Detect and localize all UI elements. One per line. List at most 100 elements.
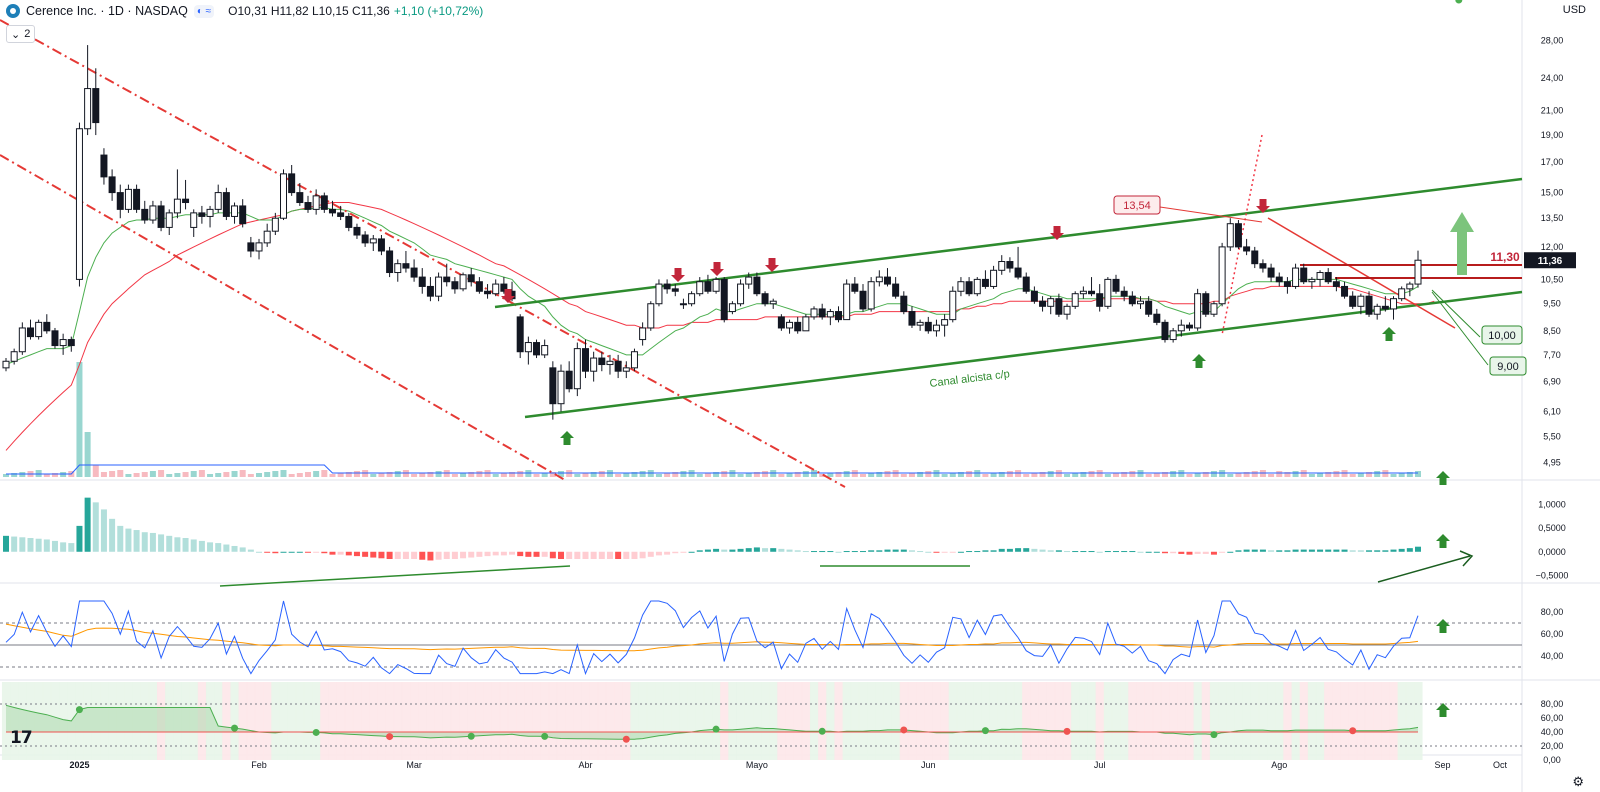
osc-background-cell	[516, 682, 525, 760]
volume-bar	[1406, 472, 1413, 477]
osc-background-cell	[328, 682, 338, 760]
candle-body	[247, 242, 255, 252]
candle-body	[671, 288, 679, 292]
volume-bar	[247, 474, 254, 477]
volume-bar	[43, 474, 50, 477]
volume-bar	[1357, 473, 1364, 477]
macd-histogram-bar	[819, 551, 826, 553]
macd-histogram-bar	[1161, 551, 1168, 554]
macd-histogram-bar	[647, 551, 654, 557]
volume-bar	[541, 473, 548, 477]
osc-background-cell	[1087, 682, 1097, 760]
osc-tick-label: 20,00	[1541, 741, 1564, 751]
macd-histogram-bar	[1276, 550, 1283, 552]
osc-background-cell	[1169, 682, 1178, 760]
candle-body	[981, 278, 989, 287]
osc-background-cell	[1373, 682, 1382, 760]
macd-tick-label: 0,0000	[1538, 547, 1566, 557]
indicators-toggle[interactable]: ⌄ 2	[6, 25, 36, 43]
candle-body	[484, 290, 492, 295]
volume-bar	[3, 474, 9, 477]
volume-bar	[1031, 473, 1038, 477]
osc-background-cell	[352, 682, 362, 760]
symbol-title[interactable]: Cerence Inc. · 1D · NASDAQ	[26, 4, 188, 18]
osc-background-cell	[695, 682, 705, 760]
price-tick-label: 6,90	[1543, 377, 1561, 387]
candle-body	[883, 276, 891, 285]
macd-histogram-bar	[1349, 550, 1356, 552]
gear-icon[interactable]: ⚙	[1572, 774, 1584, 789]
candle-body	[728, 303, 736, 313]
label-1130: 11,30	[1490, 250, 1520, 264]
volume-bar	[631, 472, 638, 477]
osc-background-cell	[1038, 682, 1048, 760]
macd-histogram-bar	[468, 551, 475, 558]
rsi-tick-label: 80,00	[1541, 607, 1564, 617]
volume-bar	[280, 470, 287, 477]
price-tick-label: 21,00	[1541, 106, 1564, 116]
time-tick-label: Jun	[921, 760, 936, 770]
macd-tick-label: −0,5000	[1536, 570, 1569, 580]
osc-cross-dot	[622, 735, 630, 743]
osc-background-cell	[1095, 682, 1105, 760]
osc-background-cell	[1364, 682, 1374, 760]
candle-body	[369, 238, 377, 244]
tradingview-logo-icon[interactable]: 17	[10, 728, 33, 748]
osc-background-cell	[728, 682, 737, 760]
candle-body	[753, 276, 761, 295]
osc-line	[5, 704, 1419, 740]
volume-bar	[778, 474, 785, 477]
candle-body	[296, 192, 304, 204]
candle-body	[1373, 305, 1381, 315]
volume-bar	[884, 471, 891, 477]
osc-background-cell	[434, 682, 444, 760]
osc-background-cell	[777, 682, 786, 760]
macd-histogram-bar	[606, 551, 613, 560]
candle-body	[500, 283, 508, 292]
volume-bar	[321, 470, 328, 477]
volume-bar	[149, 471, 156, 477]
macd-histogram-bar	[794, 550, 801, 552]
macd-histogram-bar	[533, 551, 540, 557]
volume-bar	[868, 473, 875, 477]
market-status-icon[interactable]: ◐ ≈	[193, 4, 215, 18]
volume-bar	[451, 474, 458, 477]
macd-histogram-bar	[158, 534, 165, 552]
volume-bar	[786, 473, 793, 477]
osc-background-cell	[548, 682, 558, 760]
macd-histogram-bar	[1390, 549, 1397, 552]
osc-background-cell	[1315, 682, 1325, 760]
volume-bar	[704, 473, 711, 477]
currency-label[interactable]: USD	[1562, 4, 1586, 16]
candle-body	[1267, 267, 1275, 278]
macd-histogram-bar	[43, 539, 50, 552]
osc-background-cell	[458, 682, 468, 760]
macd-histogram-bar	[1243, 549, 1250, 552]
osc-background-cell	[940, 682, 950, 760]
osc-cross-dot	[712, 725, 720, 733]
osc-background-cell	[295, 682, 305, 760]
osc-background-cell	[1389, 682, 1399, 760]
candle-body	[435, 276, 443, 297]
osc-background-cell	[279, 682, 289, 760]
candle-body	[1226, 223, 1234, 248]
osc-background-cell	[524, 682, 533, 760]
candle-body	[402, 263, 410, 269]
candle-body	[410, 267, 418, 278]
osc-background-cell	[540, 682, 550, 760]
macd-histogram-bar	[100, 509, 107, 552]
osc-cross-dot	[75, 706, 83, 714]
volume-bar	[615, 474, 622, 477]
osc-background-cell	[997, 682, 1007, 760]
macd-histogram-bar	[182, 538, 189, 552]
osc-cross-dot	[541, 732, 549, 740]
osc-background-cell	[1128, 682, 1137, 760]
candle-body	[18, 327, 26, 353]
volume-bar	[1088, 471, 1095, 477]
macd-histogram-bar	[745, 548, 752, 552]
candle-body	[810, 308, 818, 318]
candle-body	[1136, 300, 1144, 305]
volume-bar	[182, 472, 189, 477]
volume-bar	[1202, 472, 1209, 477]
